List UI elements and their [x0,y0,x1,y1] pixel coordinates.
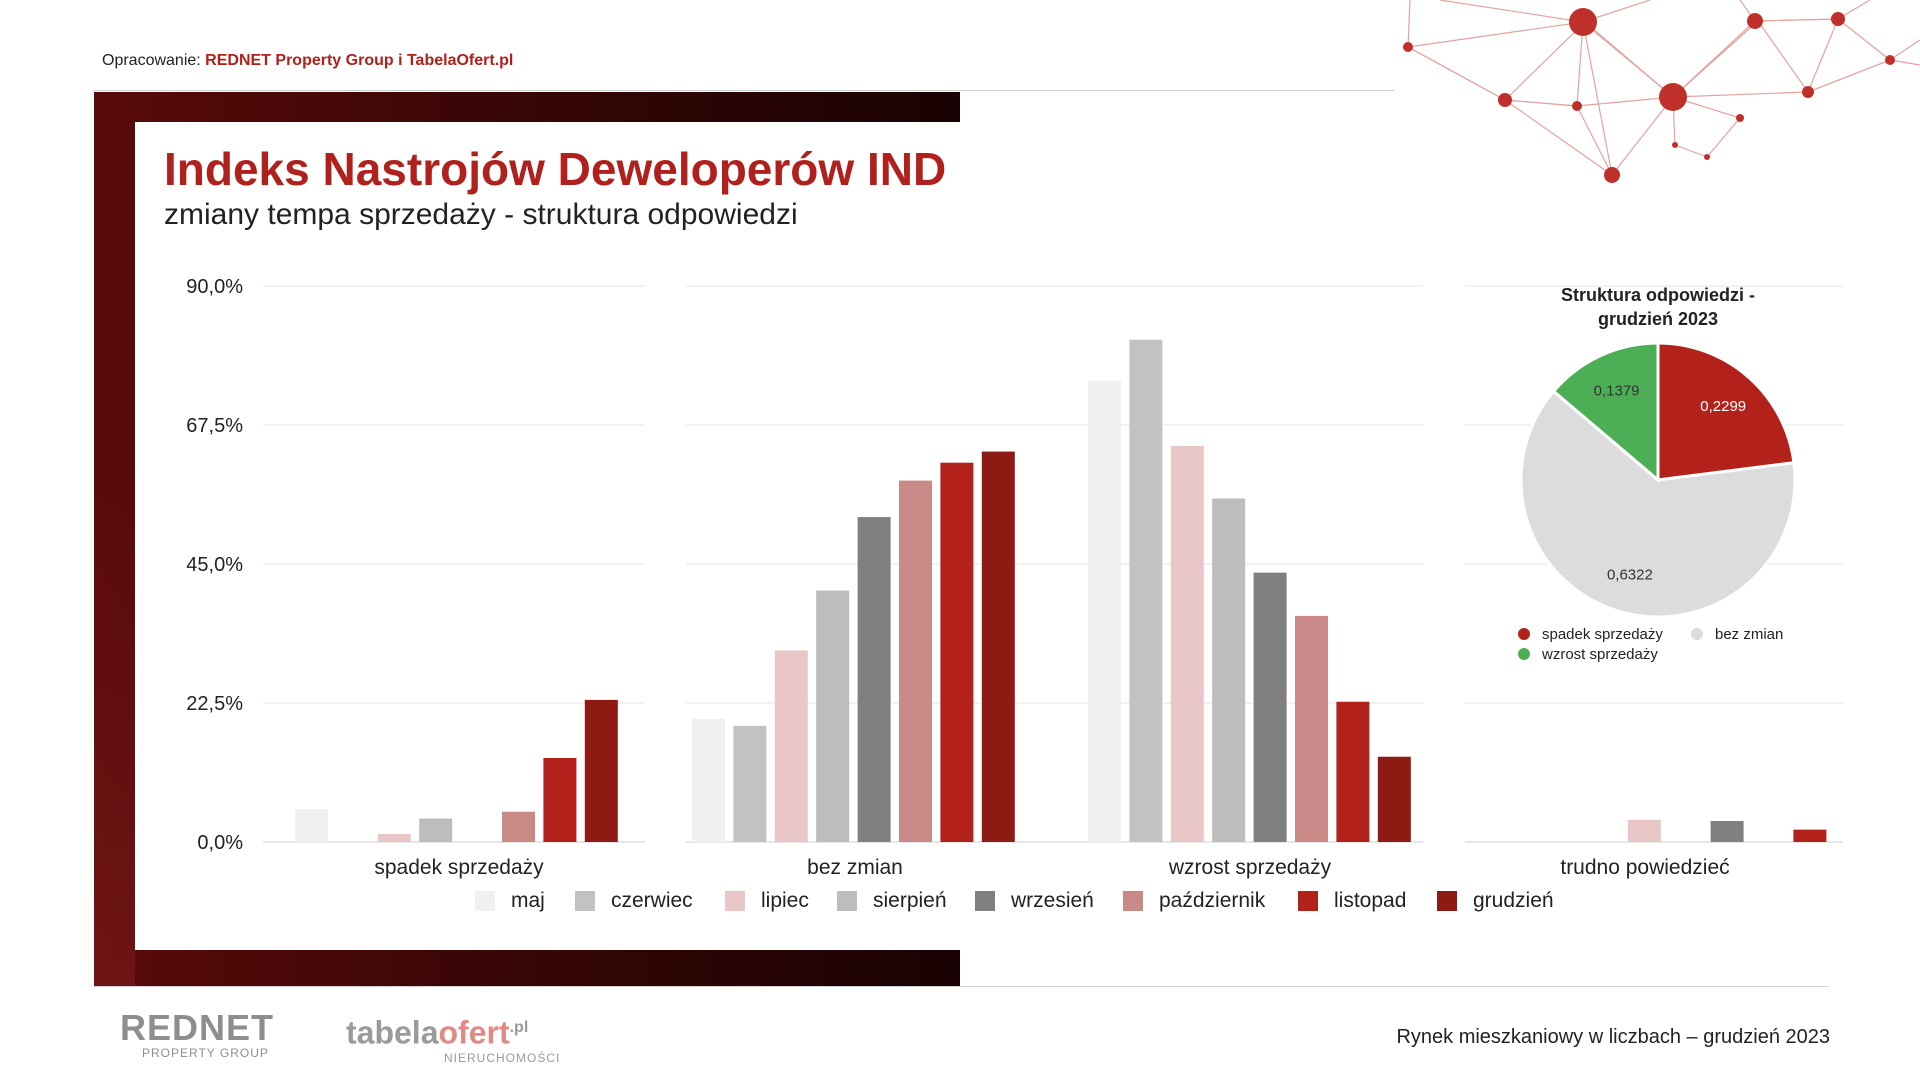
bar-3-2 [1627,819,1661,842]
pie-data-label-2: 0,1379 [1594,382,1640,399]
rednet-logo-main: REDNET [120,1007,275,1048]
bar-2-5 [1295,615,1328,842]
rednet-logo-sub: PROPERTY GROUP [142,1046,269,1060]
x-category-label: wzrost sprzedaży [1168,856,1332,879]
credit-prefix: Opracowanie: [102,52,206,69]
legend-label-3: sierpień [873,889,947,912]
tabelaofert-logo: tabelaofert.pl NIERUCHOMOŚCI [346,1010,560,1065]
rednet-logo: REDNET PROPERTY GROUP [120,1007,275,1061]
bar-0-6 [543,757,577,842]
y-tick-label: 67,5% [186,415,243,437]
x-category-label: spadek sprzedaży [374,856,544,879]
bar-0-7 [584,699,618,842]
credit-source: REDNET Property Group i TabelaOfert.pl [205,52,514,69]
pie-slice-1 [1519,389,1797,619]
bar-0-2 [377,833,411,842]
bar-1-5 [899,480,932,842]
tabela-logo-sub: NIERUCHOMOŚCI [444,1050,561,1065]
bar-1-7 [981,451,1015,842]
bar-3-6 [1793,829,1827,842]
bottom-divider [94,986,1829,987]
footer-tagline: Rynek mieszkaniowy w liczbach – grudzień… [1396,1026,1830,1048]
pie-legend-label-2: wzrost sprzedaży [1541,646,1658,663]
bar-2-1 [1129,339,1163,842]
bar-1-1 [733,725,767,842]
pie-slice-2 [1551,341,1660,484]
pie-slice-0 [1656,341,1796,482]
legend-swatch-5 [1123,891,1143,911]
legend-swatch-6 [1298,891,1318,911]
bar-1-0 [692,719,725,842]
tabela-logo-part-c: .pl [509,1019,529,1036]
x-category-label: bez zmian [807,856,903,879]
bar-1-4 [857,517,891,842]
legend-swatch-7 [1437,891,1457,911]
legend-label-4: wrzesień [1010,889,1094,912]
pie-legend-marker-1 [1691,628,1703,640]
bar-2-3 [1212,498,1246,842]
pie-legend-marker-0 [1518,628,1530,640]
legend-label-2: lipiec [761,889,809,912]
legend-label-6: listopad [1334,889,1406,912]
y-tick-label: 22,5% [186,693,243,715]
y-tick-label: 0,0% [197,832,243,854]
pie-data-label-0: 0,2299 [1700,398,1746,415]
top-divider [94,90,1394,91]
pie-legend-label-0: spadek sprzedaży [1542,626,1663,643]
page-subtitle: zmiany tempa sprzedaży - struktura odpow… [164,198,798,231]
y-tick-label: 90,0% [186,276,243,298]
pie-data-label-1: 0,6322 [1607,567,1653,584]
legend-label-0: maj [511,889,545,912]
legend-swatch-0 [475,891,495,911]
bar-2-4 [1253,572,1287,842]
bar-1-6 [940,462,974,842]
pie-title-line2: grudzień 2023 [1598,309,1718,329]
bar-2-6 [1336,701,1370,842]
legend-label-1: czerwiec [611,889,693,912]
credit-line: Opracowanie: REDNET Property Group i Tab… [102,52,513,70]
x-category-label: trudno powiedzieć [1560,856,1729,879]
tabela-logo-part-a: tabela [346,1014,439,1051]
legend-swatch-2 [725,891,745,911]
pie-legend-marker-2 [1518,648,1530,660]
tabela-logo-part-b: ofert [438,1014,510,1051]
pie-title-line1: Struktura odpowiedzi - [1561,285,1755,305]
bar-0-5 [502,811,535,842]
bar-2-0 [1088,380,1121,842]
bar-1-2 [774,650,808,842]
legend-swatch-4 [975,891,995,911]
legend-swatch-3 [837,891,857,911]
y-tick-label: 45,0% [186,554,243,576]
bar-2-7 [1377,756,1411,842]
bar-0-3 [419,818,453,842]
legend-label-7: grudzień [1473,889,1554,912]
bar-0-0 [295,809,328,842]
legend-label-5: październik [1159,889,1266,912]
pie-legend-label-1: bez zmian [1715,626,1783,643]
bar-2-2 [1170,446,1204,842]
bar-1-3 [816,590,850,842]
legend-swatch-1 [575,891,595,911]
page-title: Indeks Nastrojów Deweloperów IND [164,143,947,195]
bar-3-4 [1710,820,1744,842]
